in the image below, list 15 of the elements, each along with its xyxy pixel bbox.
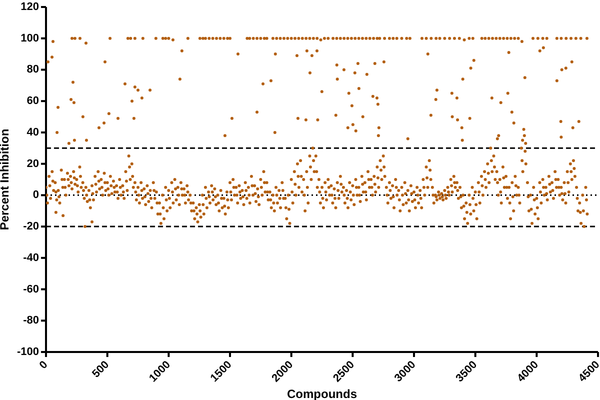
y-tick-label: -80 bbox=[23, 314, 39, 327]
y-tick-label: -20 bbox=[23, 220, 39, 233]
y-tick-label: 120 bbox=[20, 1, 39, 13]
y-tick-label: 80 bbox=[26, 64, 39, 76]
y-tick-label: -40 bbox=[23, 252, 39, 264]
x-tick-label: 500 bbox=[90, 358, 112, 380]
y-tick-label: -100 bbox=[16, 346, 39, 358]
x-tick-label: 0 bbox=[37, 358, 50, 372]
y-tick-label: 0 bbox=[32, 189, 39, 202]
y-axis-title: Percent Inhibition bbox=[0, 128, 12, 230]
y-tick-label: 20 bbox=[26, 158, 39, 170]
y-tick-label: 100 bbox=[20, 32, 39, 44]
y-tick-label: 40 bbox=[26, 126, 39, 138]
y-tick-label: -60 bbox=[23, 283, 39, 296]
y-tick-label: 60 bbox=[26, 95, 39, 108]
